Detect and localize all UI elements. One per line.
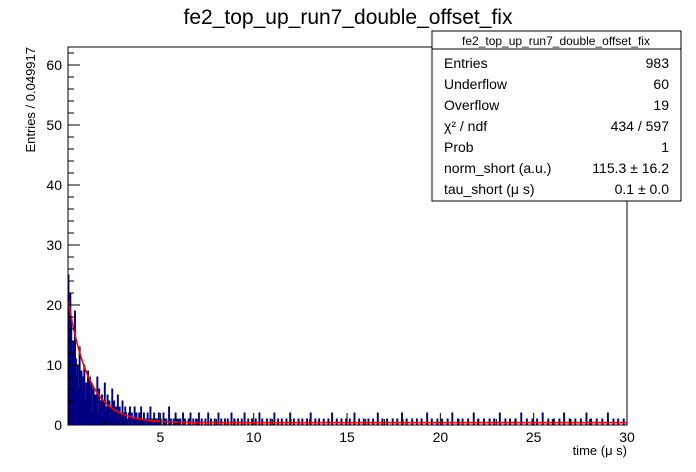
x-tick-label: 25 [526, 429, 542, 445]
x-tick-label: 15 [339, 429, 355, 445]
histogram-bar [156, 418, 158, 426]
plot-area: 0 10 20 30 40 50 60 5 10 15 20 25 30 [46, 46, 635, 445]
y-tick-label: 30 [46, 237, 62, 253]
stats-row-label: Prob [444, 139, 474, 155]
histogram-bar [157, 412, 160, 426]
histogram-bars [67, 274, 625, 426]
stats-row-label: Entries [444, 55, 488, 71]
stats-row-value: 1 [661, 139, 669, 155]
histogram-bar [149, 406, 152, 426]
stats-row-label: tau_short (μ s) [444, 181, 535, 197]
histogram-bar [119, 412, 122, 426]
histogram-bar [136, 418, 139, 426]
stats-box-frame [431, 30, 682, 202]
chart-title: fe2_top_up_run7_double_offset_fix [184, 6, 513, 29]
x-axis-label: time (μ s) [573, 443, 627, 458]
histogram-bar [189, 412, 192, 426]
histogram-bar [126, 418, 129, 426]
histogram-bar [174, 412, 177, 426]
y-axis-label: Entries / 0.049917 [23, 47, 38, 153]
stats-rows: Entries 983 Underflow 60 Overflow 19 χ² / ndf 4… [444, 55, 669, 197]
x-tick-label: 30 [619, 429, 635, 445]
stats-row-label: χ² / ndf [444, 118, 487, 134]
y-tick-label: 60 [46, 57, 62, 73]
histogram-bar [197, 412, 200, 426]
stats-row-value: 983 [646, 55, 670, 71]
fit-curve [67, 298, 627, 424]
stats-row-value: 115.3 ± 16.2 [592, 160, 669, 176]
stats-row-value: 0.1 ± 0.0 [615, 181, 670, 197]
x-tick-label: 20 [433, 429, 449, 445]
stats-row-value: 60 [653, 76, 669, 92]
y-tick-label: 40 [46, 177, 62, 193]
stats-box-title: fe2_top_up_run7_double_offset_fix [462, 34, 650, 48]
y-tick-label: 50 [46, 117, 62, 133]
y-tick-label: 10 [46, 357, 62, 373]
y-tick-label: 0 [54, 417, 62, 433]
histogram-bar [154, 418, 157, 426]
y-axis: 0 10 20 30 40 50 60 [46, 52, 80, 433]
stats-row-label: Overflow [444, 97, 500, 113]
stats-row-label: Underflow [444, 76, 508, 92]
histogram-bar [182, 412, 185, 426]
stats-row-value: 434 / 597 [611, 118, 670, 134]
stats-box: fe2_top_up_run7_double_offset_fix Entrie… [431, 30, 682, 202]
stats-row-value: 19 [653, 97, 669, 113]
x-tick-label: 5 [156, 429, 164, 445]
histogram-bar [130, 412, 133, 426]
y-tick-label: 20 [46, 297, 62, 313]
histogram-bar [133, 406, 136, 426]
stats-row-label: norm_short (a.u.) [444, 160, 551, 176]
x-tick-label: 10 [246, 429, 262, 445]
x-axis: 5 10 15 20 25 30 [85, 413, 635, 445]
